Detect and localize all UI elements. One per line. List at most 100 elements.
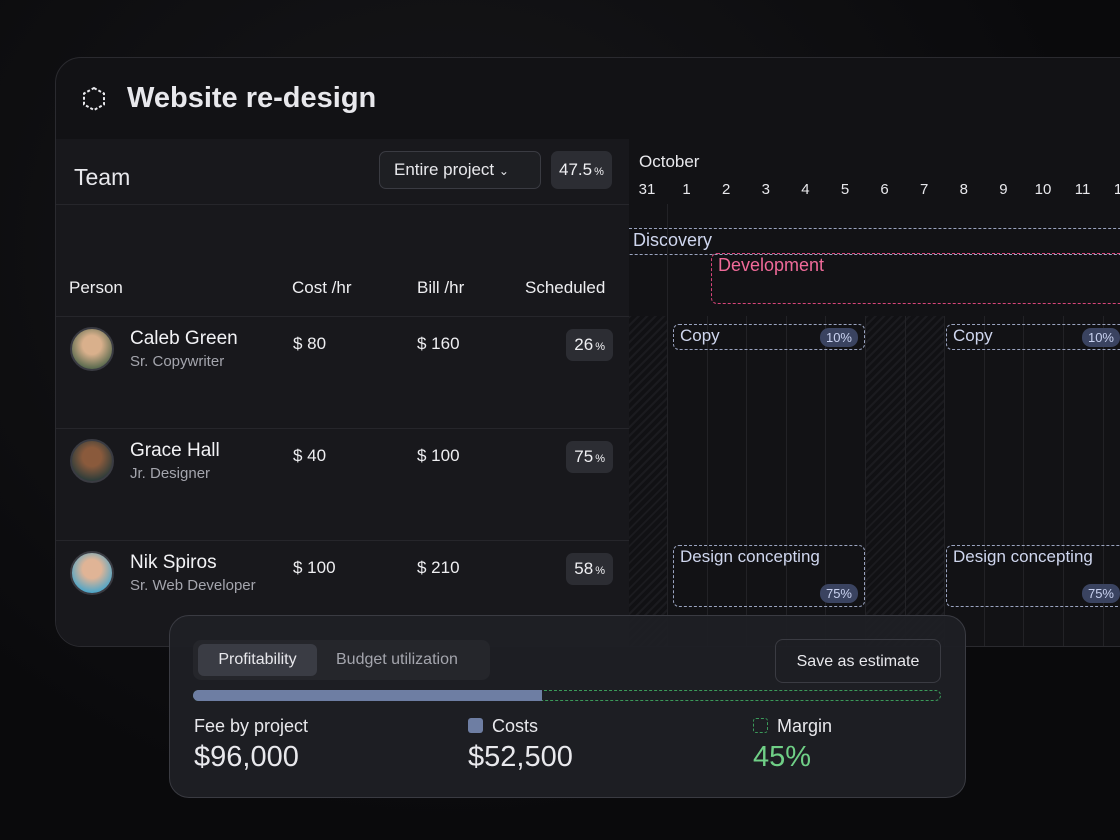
day-line — [1023, 316, 1025, 646]
day-label: 11 — [1074, 181, 1091, 198]
task-bar[interactable]: Copy 10% — [673, 324, 865, 350]
task-share: 10% — [819, 328, 858, 347]
scheduled: 58% — [566, 553, 613, 585]
day-label: 31 — [638, 181, 656, 198]
project-icon — [83, 86, 105, 112]
task-label: Design concepting — [953, 547, 1093, 566]
scheduled-value: 26 — [574, 335, 594, 354]
day-label: 12 — [1107, 181, 1120, 198]
column-header: Person — [69, 278, 123, 297]
column-header: Bill /hr — [417, 278, 465, 297]
person-role: Jr. Designer — [130, 465, 211, 482]
task-label: Copy — [680, 326, 720, 345]
team-title: Team — [74, 164, 131, 190]
legend-margin — [753, 718, 768, 733]
day-label: 9 — [999, 181, 1008, 198]
metric-label: Fee by project — [194, 716, 309, 736]
scheduled-value: 58 — [574, 559, 594, 578]
day-line — [1063, 316, 1064, 646]
person-name: Caleb Green — [130, 328, 238, 349]
day-label: 1 — [682, 181, 691, 198]
day-line — [746, 316, 748, 646]
scheduled-unit: % — [595, 453, 605, 465]
metric-value: $52,500 — [468, 741, 573, 773]
summary-card: Profitability Budget utilization Save as… — [169, 615, 966, 798]
scheduled: 26% — [566, 329, 613, 361]
bill: $ 160 — [417, 334, 460, 353]
person-role: Sr. Web Developer — [130, 577, 256, 594]
weekend — [629, 316, 667, 646]
progress-costs — [193, 690, 542, 701]
metric-value: 45% — [753, 741, 812, 773]
scheduled-unit: % — [595, 341, 605, 353]
bill: $ 210 — [417, 558, 460, 577]
save-button[interactable]: Save as estimate — [775, 639, 941, 683]
day-label: 2 — [722, 181, 731, 198]
row-divider — [56, 428, 629, 429]
day-label: 6 — [880, 181, 889, 198]
legend-costs — [468, 718, 483, 733]
metric-label: Margin — [777, 716, 833, 736]
scheduled: 75% — [566, 441, 613, 473]
filter-label: Entire project — [394, 160, 495, 179]
row-divider — [56, 540, 629, 541]
day-line — [785, 316, 787, 646]
day-label: 10 — [1034, 181, 1052, 198]
filter-dropdown[interactable]: Entire project ⌄ — [379, 151, 541, 189]
day-line — [667, 204, 668, 646]
project-card: Website re-design Team Entire project ⌄ … — [55, 57, 1120, 647]
task-bar[interactable]: Design concepting 75% — [673, 545, 865, 607]
person-role: Sr. Copywriter — [130, 353, 225, 370]
cost: $ 40 — [293, 446, 327, 465]
cost: $ 80 — [293, 334, 327, 353]
team-panel: Team Entire project ⌄ 47.5% Person Cost … — [56, 139, 629, 646]
task-share: 75% — [1081, 584, 1120, 603]
day-line — [904, 316, 906, 646]
phase-bar[interactable]: Development — [711, 253, 1120, 304]
day-line — [825, 316, 827, 646]
scheduled-unit: % — [595, 565, 605, 577]
divider — [56, 204, 629, 205]
phase-label: Discovery — [633, 230, 713, 250]
scheduled-value: 75 — [574, 447, 594, 466]
metric-label: Costs — [492, 716, 539, 736]
day-line — [983, 316, 985, 646]
task-share: 75% — [819, 584, 858, 603]
day-label: 5 — [840, 181, 850, 198]
task-label: Design concepting — [680, 547, 820, 566]
task-bar[interactable]: Design concepting 75% — [946, 545, 1120, 607]
timeline: October Discovery Development 31 1 2 3 4 5 6 7 8… — [629, 139, 1120, 646]
person-name: Grace Hall — [130, 440, 220, 461]
day-line — [865, 316, 866, 646]
tab[interactable]: Budget utilization — [336, 651, 458, 668]
project-title: Website re-design — [127, 82, 377, 114]
task-share: 10% — [1081, 328, 1120, 347]
day-line — [1102, 316, 1104, 646]
column-header: Cost /hr — [292, 278, 352, 297]
tab-active[interactable]: Profitability — [198, 644, 317, 676]
task-bar[interactable]: Copy 10% — [946, 324, 1120, 350]
day-label: 8 — [959, 181, 968, 198]
cost: $ 100 — [293, 558, 336, 577]
month-label: October — [639, 152, 700, 171]
avatar — [70, 439, 114, 483]
row-divider — [56, 316, 629, 317]
utilization-unit: % — [594, 166, 604, 178]
column-header: Scheduled — [525, 278, 606, 297]
utilization-value: 47.5 — [559, 160, 593, 179]
day-label: 3 — [761, 181, 770, 198]
phase-label: Development — [718, 255, 825, 275]
avatar — [70, 327, 114, 371]
day-line — [706, 316, 708, 646]
phase-bar[interactable]: Discovery — [629, 228, 1120, 255]
day-line — [944, 316, 946, 646]
bill: $ 100 — [417, 446, 460, 465]
day-label: 4 — [801, 181, 810, 198]
metric-value: $96,000 — [194, 741, 299, 773]
utilization: 47.5% — [551, 151, 612, 189]
avatar — [70, 551, 114, 595]
day-label: 7 — [920, 181, 929, 198]
task-label: Copy — [953, 326, 993, 345]
person-name: Nik Spiros — [130, 552, 217, 573]
